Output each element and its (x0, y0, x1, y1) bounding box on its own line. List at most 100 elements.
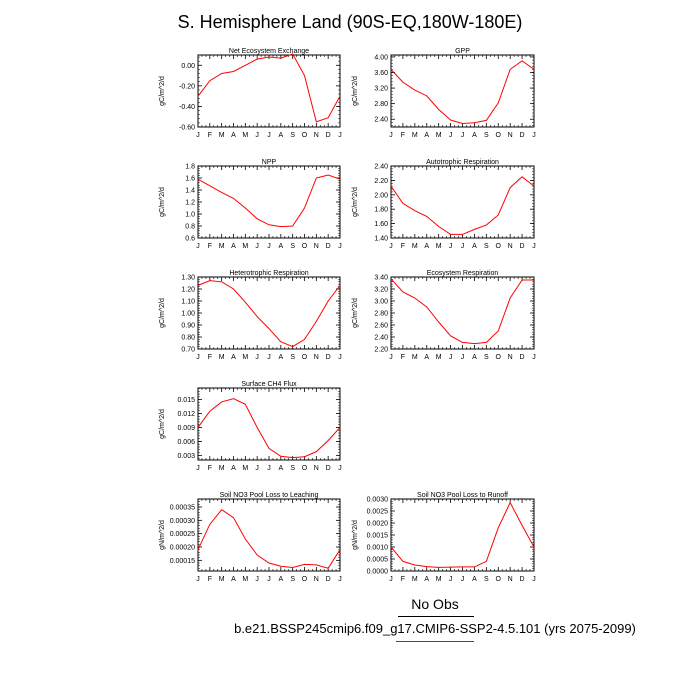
x-tick-label: F (208, 354, 212, 361)
x-tick-label: M (412, 132, 418, 139)
y-axis-label: gC/m^2/d (159, 298, 166, 328)
y-axis-label: gC/m^2/d (159, 409, 166, 439)
x-tick-label: J (196, 576, 200, 583)
x-tick-label: A (231, 576, 236, 583)
x-tick-label: N (508, 576, 513, 583)
x-tick-label: A (278, 243, 283, 250)
x-tick-label: J (196, 465, 200, 472)
y-tick-label: 0.00020 (170, 545, 195, 552)
x-tick-label: F (401, 132, 405, 139)
x-tick-label: M (412, 576, 418, 583)
x-tick-label: O (302, 132, 308, 139)
chart-title: Heterotrophic Respiration (229, 270, 308, 277)
y-tick-label: 0.00015 (170, 558, 195, 565)
x-tick-label: J (255, 132, 258, 139)
x-tick-label: M (412, 354, 418, 361)
plot-frame (197, 276, 341, 350)
x-tick-label: D (520, 576, 525, 583)
x-tick-label: M (219, 132, 225, 139)
x-tick-label: J (338, 465, 342, 472)
x-tick-label: N (314, 132, 319, 139)
series-line (197, 280, 341, 348)
y-tick-label: 0.00025 (170, 531, 195, 538)
x-tick-label: S (290, 132, 295, 139)
x-tick-label: N (508, 243, 513, 250)
x-tick-label: A (231, 354, 236, 361)
x-tick-label: J (461, 576, 465, 583)
y-tick-label: 3.60 (374, 70, 388, 77)
plot-frame (197, 54, 341, 128)
series-line (390, 60, 535, 125)
series-line (197, 508, 341, 569)
y-axis-label: gC/m^2/d (159, 76, 166, 106)
y-tick-label: 2.40 (374, 335, 388, 342)
chart-title: Ecosystem Respiration (427, 270, 499, 277)
x-tick-label: J (532, 132, 536, 139)
y-tick-label: 0.0025 (367, 509, 389, 516)
series-line (197, 174, 341, 228)
x-tick-label: J (196, 243, 200, 250)
x-tick-label: A (472, 354, 477, 361)
chart-title: Autotrophic Respiration (426, 159, 499, 166)
x-tick-label: S (290, 243, 295, 250)
x-tick-label: A (424, 576, 429, 583)
x-tick-label: S (484, 243, 489, 250)
y-tick-label: 1.40 (374, 236, 388, 243)
x-tick-label: D (326, 576, 331, 583)
x-tick-label: M (436, 576, 442, 583)
x-tick-label: S (484, 132, 489, 139)
x-tick-label: A (231, 465, 236, 472)
chart-title: Soil NO3 Pool Loss to Runoff (417, 492, 508, 499)
x-tick-label: A (472, 243, 477, 250)
x-tick-label: D (326, 465, 331, 472)
x-tick-label: J (196, 354, 200, 361)
x-tick-label: J (449, 576, 453, 583)
y-tick-label: 1.00 (181, 311, 195, 318)
x-tick-label: J (389, 576, 393, 583)
x-tick-label: J (255, 465, 258, 472)
x-tick-label: M (219, 243, 225, 250)
x-tick-label: N (314, 243, 319, 250)
y-tick-label: 0.00035 (170, 505, 195, 512)
x-tick-label: A (278, 576, 283, 583)
y-axis-label: gC/m^2/d (352, 76, 359, 106)
page-title: S. Hemisphere Land (90S-EQ,180W-180E) (177, 12, 523, 32)
x-tick-label: A (472, 132, 477, 139)
series-line (390, 278, 534, 345)
plot-frame (390, 54, 535, 128)
x-tick-label: J (449, 243, 453, 250)
x-tick-label: F (208, 576, 212, 583)
x-tick-label: D (326, 132, 331, 139)
y-tick-label: 2.40 (374, 117, 388, 124)
y-tick-label: 4.00 (374, 54, 388, 61)
x-tick-label: F (208, 243, 212, 250)
y-tick-label: 0.0015 (367, 533, 389, 540)
y-tick-label: -0.20 (179, 83, 195, 90)
x-tick-label: J (461, 132, 465, 139)
series-line (197, 398, 341, 459)
y-tick-label: -0.60 (179, 125, 195, 132)
x-tick-label: N (314, 465, 319, 472)
x-tick-label: M (219, 354, 225, 361)
y-tick-label: 0.009 (177, 425, 195, 432)
y-tick-label: 0.0020 (367, 521, 389, 528)
x-tick-label: S (290, 465, 295, 472)
series-line (390, 501, 535, 568)
x-tick-label: M (242, 465, 248, 472)
x-tick-label: M (436, 243, 442, 250)
y-tick-label: 3.00 (374, 299, 388, 306)
x-tick-label: J (338, 354, 342, 361)
x-tick-label: F (401, 576, 405, 583)
x-tick-label: O (496, 243, 502, 250)
plot-frame (390, 165, 535, 239)
y-tick-label: 0.70 (181, 347, 195, 354)
x-tick-label: J (532, 576, 536, 583)
x-tick-label: M (242, 354, 248, 361)
x-tick-label: N (314, 354, 319, 361)
x-tick-label: J (338, 132, 342, 139)
y-tick-label: 0.006 (177, 439, 195, 446)
